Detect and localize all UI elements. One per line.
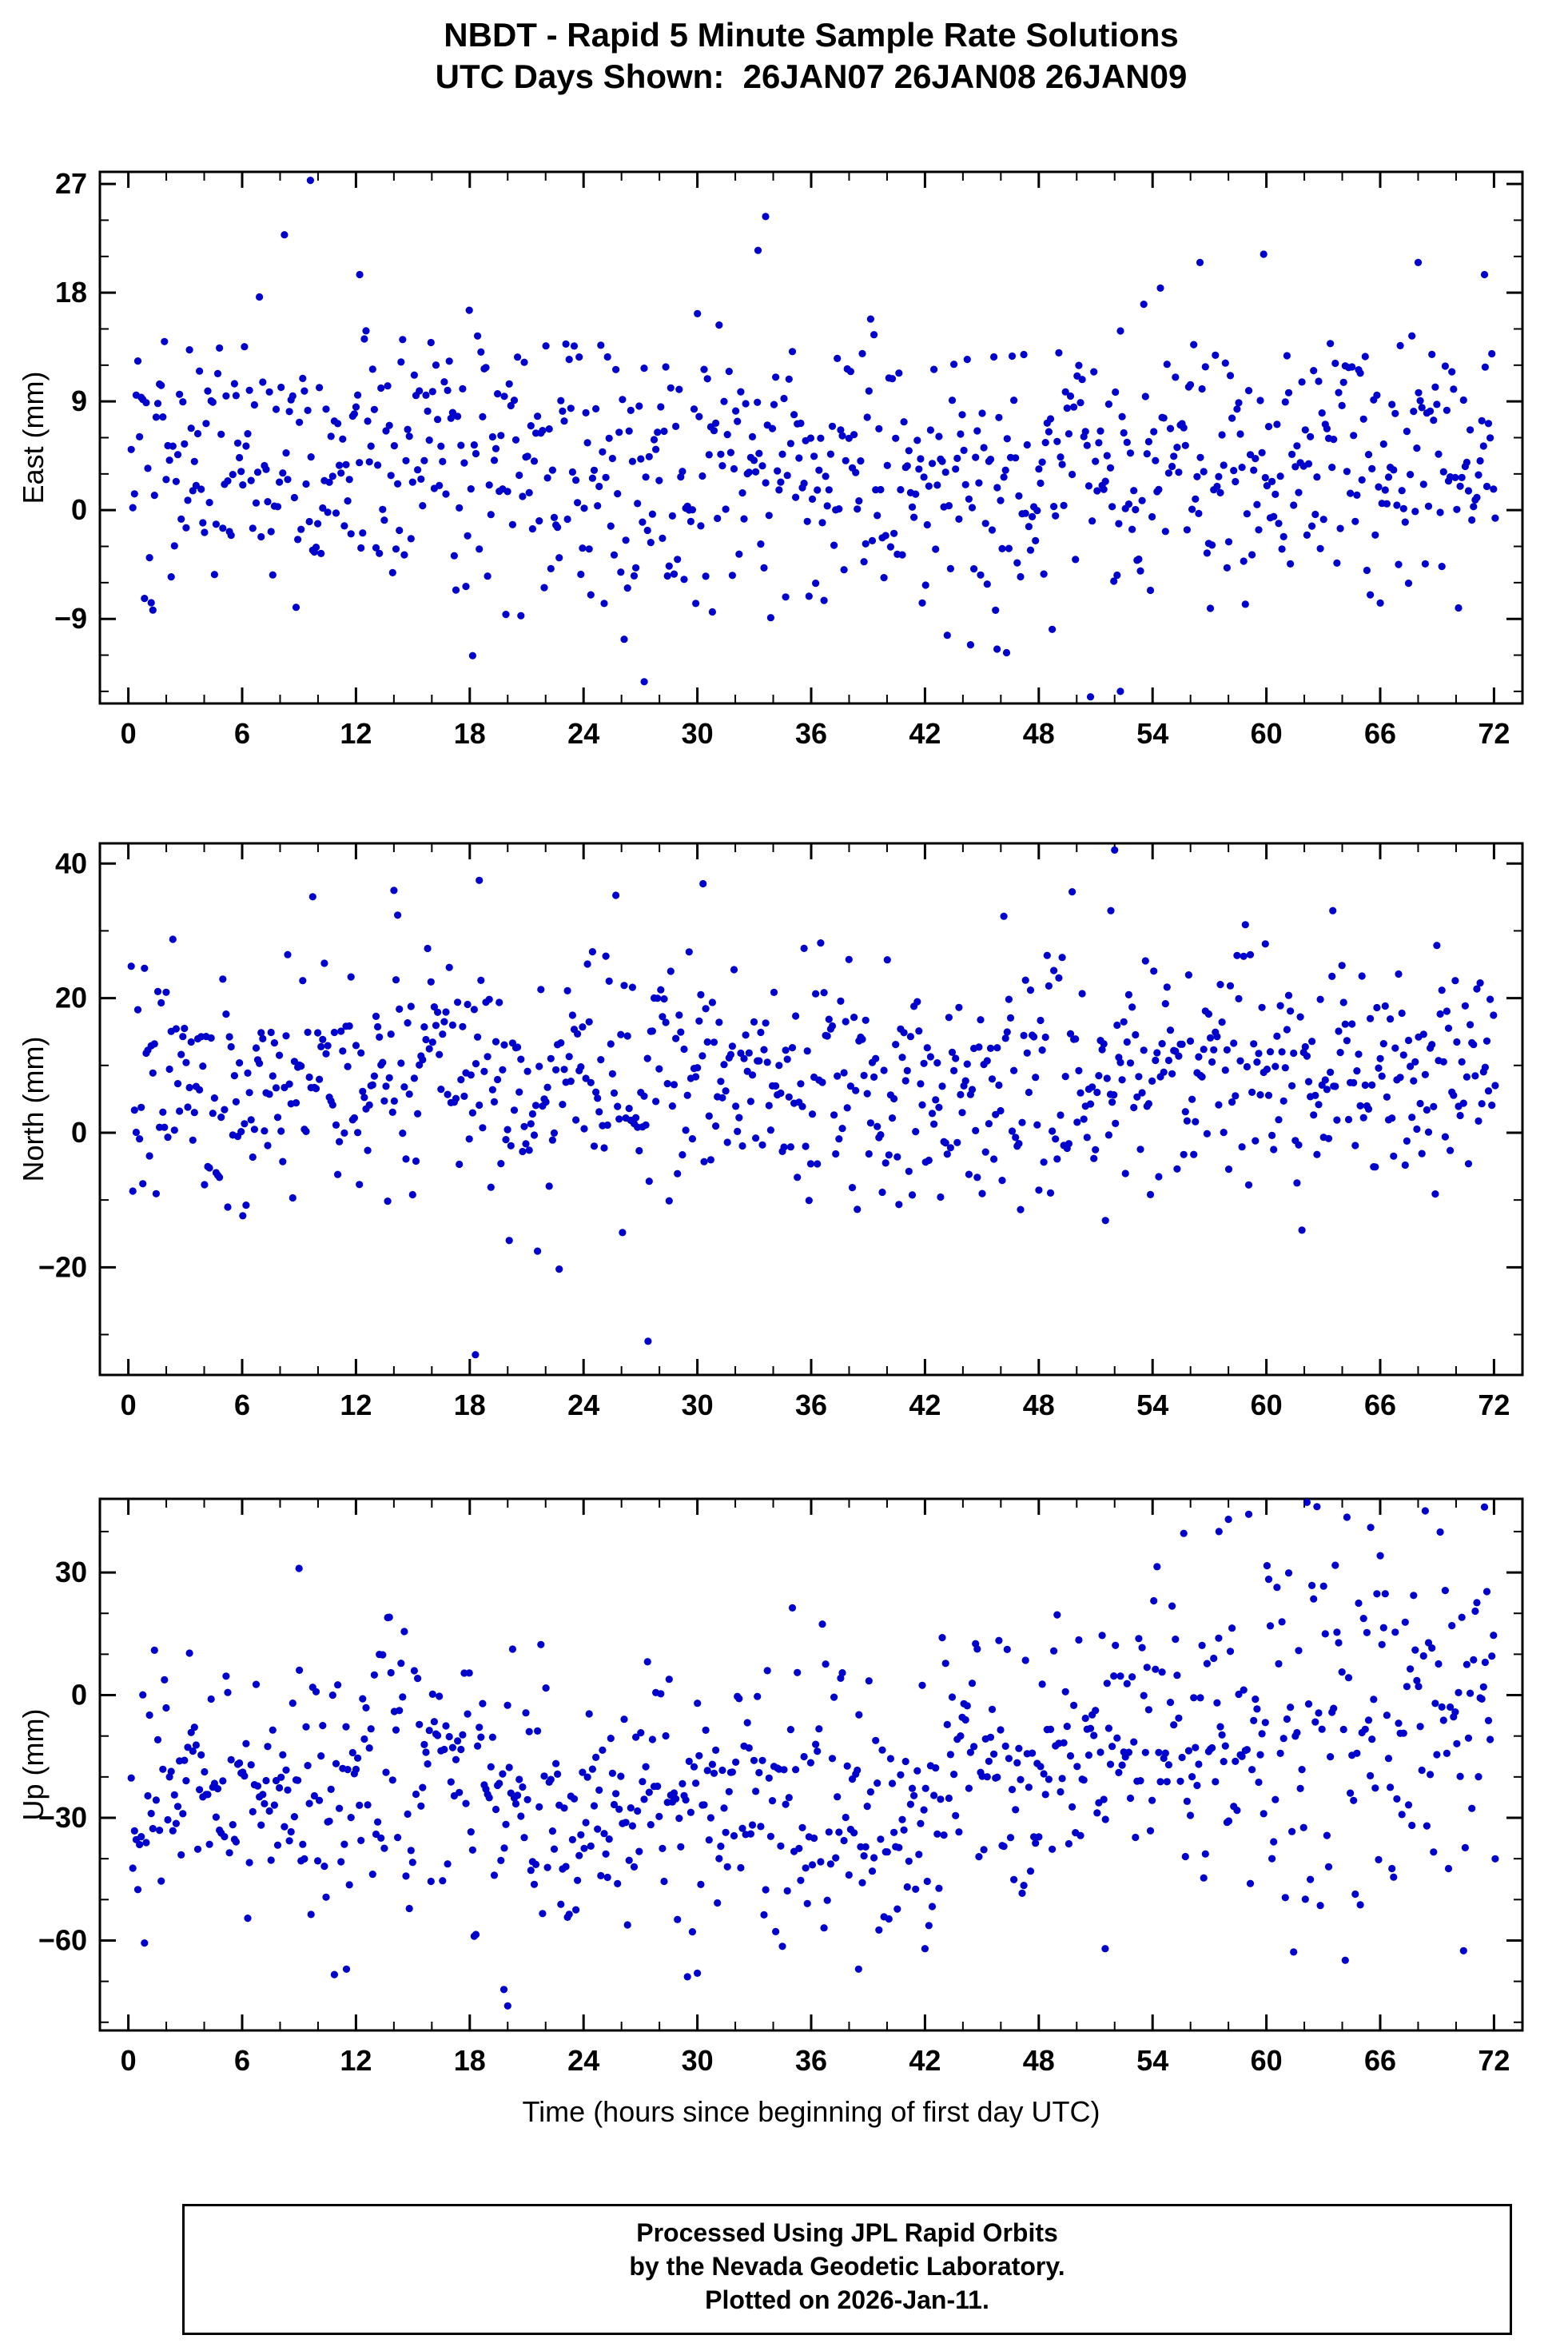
svg-text:40: 40	[55, 847, 87, 879]
svg-text:0: 0	[71, 1116, 87, 1149]
svg-text:−30: −30	[38, 1801, 87, 1834]
svg-text:72: 72	[1478, 2044, 1510, 2077]
svg-text:6: 6	[234, 717, 250, 750]
svg-text:60: 60	[1251, 2044, 1283, 2077]
svg-text:60: 60	[1251, 1389, 1283, 1421]
svg-text:−20: −20	[38, 1250, 87, 1283]
footer-line-lab: by the Nevada Geodetic Laboratory.	[629, 2252, 1065, 2281]
svg-text:Up (mm): Up (mm)	[17, 1709, 50, 1821]
svg-text:9: 9	[71, 385, 87, 417]
svg-text:12: 12	[340, 1389, 372, 1421]
svg-text:18: 18	[454, 717, 486, 750]
footer-line-orbits: Processed Using JPL Rapid Orbits	[636, 2218, 1058, 2247]
svg-text:72: 72	[1478, 1389, 1510, 1421]
svg-text:20: 20	[55, 982, 87, 1014]
svg-text:30: 30	[682, 1389, 714, 1421]
svg-text:66: 66	[1364, 717, 1396, 750]
svg-text:0: 0	[71, 493, 87, 526]
svg-text:66: 66	[1364, 1389, 1396, 1421]
svg-text:0: 0	[121, 2044, 137, 2077]
svg-text:48: 48	[1023, 1389, 1055, 1421]
svg-text:−60: −60	[38, 1923, 87, 1956]
svg-text:42: 42	[909, 1389, 941, 1421]
svg-text:54: 54	[1136, 2044, 1168, 2077]
svg-text:24: 24	[567, 2044, 599, 2077]
svg-text:24: 24	[567, 717, 599, 750]
svg-text:24: 24	[567, 1389, 599, 1421]
svg-text:72: 72	[1478, 717, 1510, 750]
svg-text:30: 30	[682, 717, 714, 750]
chart-title-line2: UTC Days Shown: 26JAN07 26JAN08 26JAN09	[435, 58, 1188, 95]
svg-text:6: 6	[234, 2044, 250, 2077]
svg-text:54: 54	[1136, 717, 1168, 750]
svg-text:30: 30	[55, 1556, 87, 1588]
svg-text:18: 18	[454, 2044, 486, 2077]
chart-title-line1: NBDT - Rapid 5 Minute Sample Rate Soluti…	[444, 16, 1179, 54]
svg-text:60: 60	[1251, 717, 1283, 750]
svg-text:6: 6	[234, 1389, 250, 1421]
svg-text:48: 48	[1023, 2044, 1055, 2077]
chart-title: NBDT - Rapid 5 Minute Sample Rate Soluti…	[100, 14, 1522, 98]
svg-text:North (mm): North (mm)	[17, 1037, 50, 1182]
svg-text:0: 0	[121, 1389, 137, 1421]
svg-text:30: 30	[682, 2044, 714, 2077]
svg-text:East (mm): East (mm)	[17, 372, 50, 504]
processing-footer-box: Processed Using JPL Rapid Orbits by the …	[182, 2204, 1512, 2335]
svg-text:54: 54	[1136, 1389, 1168, 1421]
svg-text:0: 0	[121, 717, 137, 750]
svg-text:48: 48	[1023, 717, 1055, 750]
footer-line-date: Plotted on 2026-Jan-11.	[705, 2285, 989, 2314]
svg-text:36: 36	[795, 2044, 827, 2077]
svg-text:27: 27	[55, 167, 87, 200]
svg-text:12: 12	[340, 717, 372, 750]
svg-text:36: 36	[795, 1389, 827, 1421]
svg-text:36: 36	[795, 717, 827, 750]
svg-text:Time (hours since beginning of: Time (hours since beginning of first day…	[523, 2095, 1100, 2128]
svg-text:0: 0	[71, 1679, 87, 1711]
svg-text:12: 12	[340, 2044, 372, 2077]
svg-text:66: 66	[1364, 2044, 1396, 2077]
svg-text:42: 42	[909, 717, 941, 750]
svg-text:−9: −9	[54, 602, 87, 635]
svg-text:18: 18	[55, 276, 87, 309]
svg-text:18: 18	[454, 1389, 486, 1421]
svg-text:42: 42	[909, 2044, 941, 2077]
